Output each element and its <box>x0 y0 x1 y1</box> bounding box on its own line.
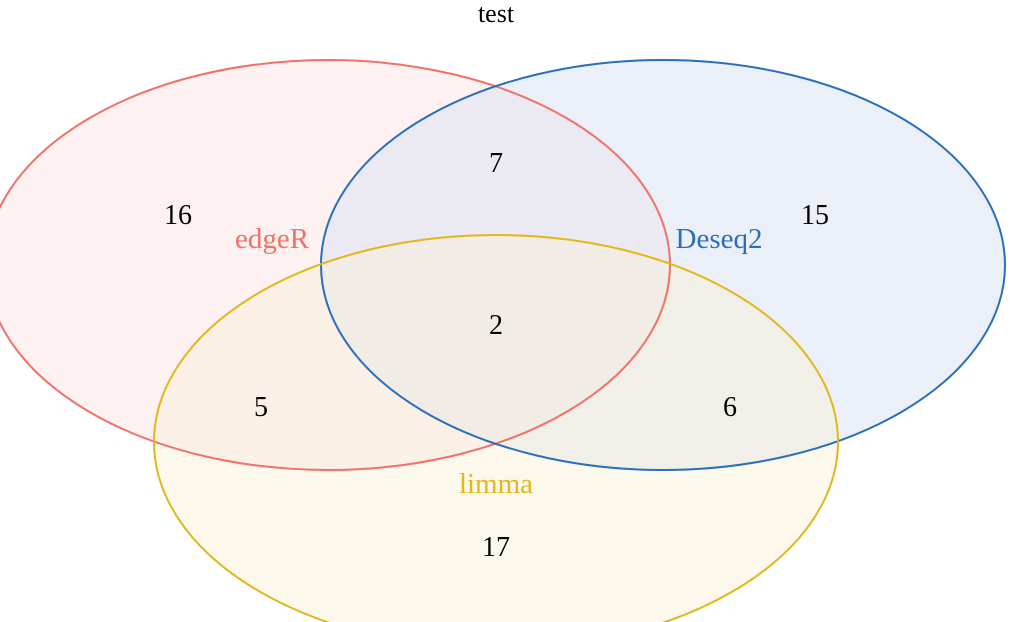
set-label-limma: limma <box>459 468 533 500</box>
count-deseq2-limma: 6 <box>723 392 737 423</box>
count-limma-only: 17 <box>482 532 510 563</box>
set-label-deseq2: Deseq2 <box>676 223 763 255</box>
count-edger-limma: 5 <box>254 392 268 423</box>
set-limma-outline <box>153 234 839 622</box>
count-edger-only: 16 <box>164 200 192 231</box>
set-limma-fill <box>154 235 838 622</box>
count-deseq2-only: 15 <box>801 200 829 231</box>
count-all-three: 2 <box>489 310 503 341</box>
set-label-edger: edgeR <box>235 223 310 255</box>
set-edger-outline <box>0 59 671 471</box>
count-edger-deseq2: 7 <box>489 148 503 179</box>
set-deseq2-fill <box>321 60 1005 470</box>
chart-title: test <box>478 0 515 28</box>
